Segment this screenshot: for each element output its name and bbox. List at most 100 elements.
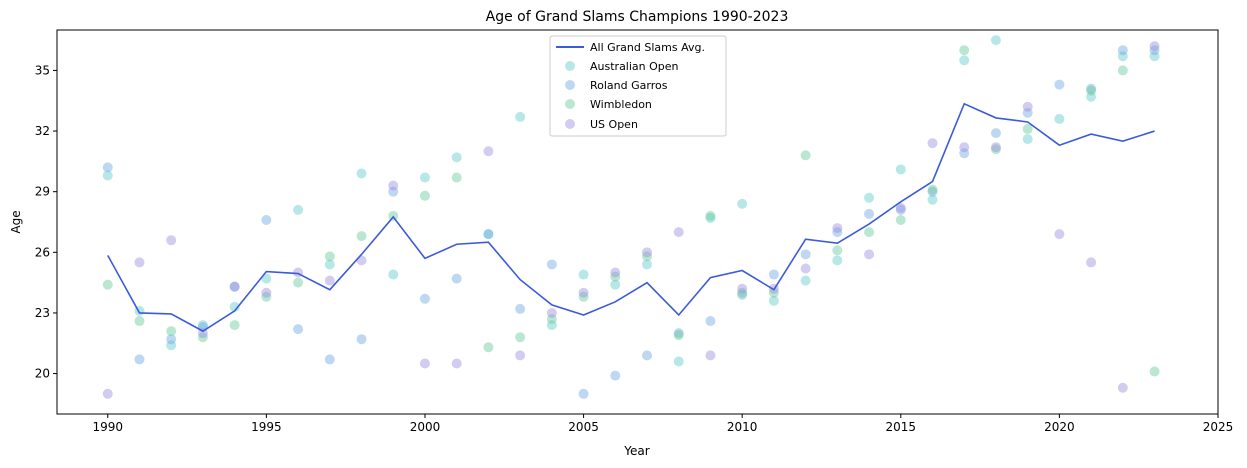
- y-tick-label: 29: [35, 185, 50, 199]
- point-roland-garros: [419, 293, 430, 304]
- point-wimbledon: [166, 326, 177, 337]
- x-axis-title: Year: [623, 444, 649, 458]
- point-wimbledon: [1149, 366, 1160, 377]
- point-roland-garros: [388, 186, 399, 197]
- point-roland-garros: [1117, 45, 1128, 56]
- point-us-open: [800, 263, 811, 274]
- point-roland-garros: [229, 281, 240, 292]
- point-australian-open: [1022, 134, 1033, 145]
- point-australian-open: [832, 255, 843, 266]
- x-tick-label: 2025: [1203, 420, 1234, 434]
- point-us-open: [324, 275, 335, 286]
- y-tick-label: 35: [35, 63, 50, 77]
- legend-marker-wimbledon: [565, 99, 575, 109]
- point-roland-garros: [102, 162, 113, 173]
- point-roland-garros: [832, 227, 843, 238]
- legend-box: [549, 35, 727, 137]
- point-australian-open: [451, 152, 462, 163]
- point-us-open: [578, 287, 589, 298]
- point-australian-open: [800, 275, 811, 286]
- point-wimbledon: [102, 279, 113, 290]
- point-us-open: [102, 388, 113, 399]
- point-wimbledon: [768, 287, 779, 298]
- point-roland-garros: [293, 324, 304, 335]
- point-australian-open: [419, 172, 430, 183]
- point-roland-garros: [705, 316, 716, 327]
- point-us-open: [1054, 229, 1065, 240]
- point-us-open: [642, 247, 653, 258]
- legend-label-wimbledon: Wimbledon: [590, 98, 652, 111]
- plot-frame: [56, 29, 1219, 415]
- point-australian-open: [1086, 91, 1097, 102]
- point-roland-garros: [927, 186, 938, 197]
- point-roland-garros: [261, 214, 272, 225]
- point-wimbledon: [451, 172, 462, 183]
- point-australian-open: [483, 229, 494, 240]
- legend-marker-us-open: [565, 119, 575, 129]
- point-roland-garros: [1022, 107, 1033, 118]
- point-wimbledon: [800, 150, 811, 161]
- x-tick-label: 1990: [92, 420, 123, 434]
- point-us-open: [673, 227, 684, 238]
- point-us-open: [705, 350, 716, 361]
- x-tick-label: 2000: [410, 420, 441, 434]
- point-us-open: [1022, 101, 1033, 112]
- point-wimbledon: [1086, 85, 1097, 96]
- legend-marker-roland-garros: [565, 80, 575, 90]
- point-australian-open: [102, 170, 113, 181]
- point-wimbledon: [705, 210, 716, 221]
- point-wimbledon: [959, 45, 970, 56]
- point-us-open: [515, 350, 526, 361]
- point-wimbledon: [197, 332, 208, 343]
- point-australian-open: [324, 259, 335, 270]
- legend-label-us-open: US Open: [590, 118, 638, 131]
- point-roland-garros: [546, 259, 557, 270]
- point-wimbledon: [483, 342, 494, 353]
- point-australian-open: [1117, 51, 1128, 62]
- y-tick-label: 20: [35, 367, 50, 381]
- point-roland-garros: [356, 334, 367, 345]
- point-australian-open: [864, 192, 875, 203]
- point-roland-garros: [990, 128, 1001, 139]
- legend-marker-australian-open: [565, 61, 575, 71]
- x-tick-label: 2010: [727, 420, 758, 434]
- chart-title: Age of Grand Slams Champions 1990-2023: [486, 9, 789, 25]
- point-us-open: [388, 180, 399, 191]
- point-us-open: [134, 257, 145, 268]
- point-wimbledon: [895, 214, 906, 225]
- point-australian-open: [197, 320, 208, 331]
- point-wimbledon: [324, 251, 335, 262]
- point-australian-open: [927, 194, 938, 205]
- point-australian-open: [959, 55, 970, 66]
- point-australian-open: [356, 168, 367, 179]
- point-us-open: [864, 249, 875, 260]
- point-roland-garros: [451, 273, 462, 284]
- point-australian-open: [642, 259, 653, 270]
- point-wimbledon: [293, 277, 304, 288]
- point-us-open: [895, 202, 906, 213]
- point-us-open: [737, 283, 748, 294]
- point-wimbledon: [864, 227, 875, 238]
- legend-label-australian-open: Australian Open: [590, 60, 679, 73]
- point-wimbledon: [1117, 65, 1128, 76]
- point-us-open: [990, 142, 1001, 153]
- x-tick-label: 2005: [568, 420, 599, 434]
- point-wimbledon: [229, 320, 240, 331]
- point-australian-open: [388, 269, 399, 280]
- point-us-open: [959, 142, 970, 153]
- point-australian-open: [293, 204, 304, 215]
- x-tick-label: 2015: [886, 420, 917, 434]
- point-us-open: [1117, 382, 1128, 393]
- y-axis: 20 23 26 29 32 35: [35, 63, 57, 381]
- point-us-open: [1149, 41, 1160, 52]
- point-wimbledon: [515, 332, 526, 343]
- point-australian-open: [737, 198, 748, 209]
- point-australian-open: [229, 301, 240, 312]
- x-tick-label: 1995: [251, 420, 282, 434]
- point-us-open: [229, 281, 240, 292]
- point-australian-open: [673, 356, 684, 367]
- point-wimbledon: [261, 291, 272, 302]
- point-us-open: [832, 223, 843, 234]
- point-us-open: [610, 267, 621, 278]
